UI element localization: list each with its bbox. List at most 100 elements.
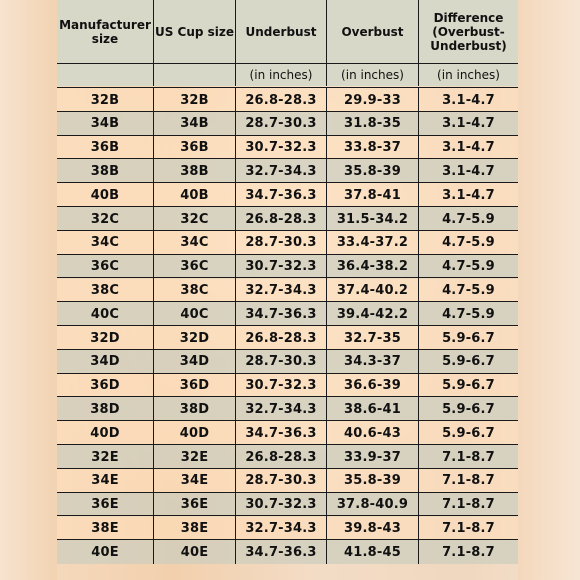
cell-manufacturer: 40C (57, 302, 154, 327)
cell-us-cup: 36E (154, 492, 236, 517)
cell-difference: 7.1-8.7 (442, 473, 495, 489)
cell-underbust: 32.7-34.3 (236, 159, 327, 184)
cell-overbust: 40.6-43 (327, 421, 419, 446)
cell-us-cup: 36D (154, 373, 236, 398)
cell-difference: 4.7-5.9 (442, 211, 495, 227)
cell-underbust: 34.7-36.3 (236, 302, 327, 327)
cell-manufacturer: 32E (57, 445, 154, 469)
cell-difference: 5.9-6.7 (442, 354, 495, 370)
cell-us-cup: 38E (154, 516, 236, 541)
cell-difference: 3.1-4.7 (442, 163, 495, 179)
cell-us-cup: 34D (154, 349, 236, 374)
cell-us-cup: 38D (154, 397, 236, 422)
cell-us-cup: 38B (154, 159, 236, 184)
cell-manufacturer: 38E (57, 516, 154, 541)
cell-overbust: 31.8-35 (327, 111, 419, 136)
cell-us-cup: 34C (154, 230, 236, 255)
units-row: (in inches) (in inches) (in inches) (57, 63, 518, 86)
cell-manufacturer: 32C (57, 207, 154, 231)
table-row: 32B 32B 26.8-28.3 29.9-33 3.1-4.7 (57, 87, 518, 112)
cell-manufacturer: 36D (57, 373, 154, 398)
cell-overbust: 35.8-39 (327, 159, 419, 184)
cell-underbust: 26.8-28.3 (236, 207, 327, 231)
table-row: 36B 36B 30.7-32.3 33.8-37 3.1-4.7 (57, 134, 518, 160)
table-row: 32D 32D 26.8-28.3 32.7-35 5.9-6.7 (57, 325, 518, 350)
cell-manufacturer: 38D (57, 397, 154, 422)
cell-us-cup: 32E (154, 445, 236, 469)
table-row: 40B 40B 34.7-36.3 37.8-41 3.1-4.7 (57, 182, 518, 208)
table-row: 40C 40C 34.7-36.3 39.4-42.2 4.7-5.9 (57, 301, 518, 327)
header-manufacturer-size: Manufacturer size (57, 0, 154, 63)
cell-manufacturer: 38B (57, 159, 154, 184)
cell-difference: 7.1-8.7 (442, 544, 495, 560)
table-row: 34C 34C 28.7-30.3 33.4-37.2 4.7-5.9 (57, 229, 518, 255)
cell-manufacturer: 40B (57, 183, 154, 208)
cell-underbust: 32.7-34.3 (236, 278, 327, 303)
cell-manufacturer: 38C (57, 278, 154, 303)
cell-difference: 5.9-6.7 (442, 425, 495, 441)
cell-difference: 4.7-5.9 (442, 235, 495, 251)
cell-us-cup: 36C (154, 254, 236, 279)
cell-difference: 4.7-5.9 (442, 282, 495, 298)
cell-overbust: 33.9-37 (327, 445, 419, 469)
size-chart-table: Manufacturer size US Cup size Underbust … (57, 0, 518, 580)
header-us-cup-size: US Cup size (154, 0, 236, 63)
cell-overbust: 37.8-41 (327, 183, 419, 208)
table-row: 38D 38D 32.7-34.3 38.6-41 5.9-6.7 (57, 396, 518, 422)
cell-difference: 4.7-5.9 (442, 306, 495, 322)
table-row: 34D 34D 28.7-30.3 34.3-37 5.9-6.7 (57, 348, 518, 374)
header-overbust: Overbust (327, 0, 419, 63)
cell-underbust: 34.7-36.3 (236, 540, 327, 565)
table-row: 40D 40D 34.7-36.3 40.6-43 5.9-6.7 (57, 420, 518, 446)
cell-overbust: 29.9-33 (327, 88, 419, 112)
cell-difference: 3.1-4.7 (442, 116, 495, 132)
table-row: 36D 36D 30.7-32.3 36.6-39 5.9-6.7 (57, 372, 518, 398)
table-row: 38B 38B 32.7-34.3 35.8-39 3.1-4.7 (57, 158, 518, 184)
unit-us-cup-size (154, 63, 236, 86)
right-margin (518, 0, 580, 580)
cell-manufacturer: 36B (57, 135, 154, 160)
table-row: 36C 36C 30.7-32.3 36.4-38.2 4.7-5.9 (57, 253, 518, 279)
cell-manufacturer: 36C (57, 254, 154, 279)
table-row: 36E 36E 30.7-32.3 37.8-40.9 7.1-8.7 (57, 491, 518, 517)
cell-underbust: 32.7-34.3 (236, 397, 327, 422)
cell-overbust: 32.7-35 (327, 326, 419, 350)
cell-underbust: 30.7-32.3 (236, 254, 327, 279)
cell-overbust: 36.4-38.2 (327, 254, 419, 279)
cell-difference: 3.1-4.7 (442, 140, 495, 156)
cell-manufacturer: 34B (57, 111, 154, 136)
cell-manufacturer: 40D (57, 421, 154, 446)
table-row: 40E 40E 34.7-36.3 41.8-45 7.1-8.7 (57, 539, 518, 565)
table-row: 34B 34B 28.7-30.3 31.8-35 3.1-4.7 (57, 110, 518, 136)
cell-us-cup: 40C (154, 302, 236, 327)
cell-underbust: 26.8-28.3 (236, 88, 327, 112)
cell-overbust: 35.8-39 (327, 468, 419, 493)
cell-underbust: 26.8-28.3 (236, 445, 327, 469)
cell-overbust: 37.4-40.2 (327, 278, 419, 303)
unit-manufacturer-size (57, 63, 154, 86)
cell-underbust: 30.7-32.3 (236, 135, 327, 160)
cell-overbust: 33.4-37.2 (327, 230, 419, 255)
cell-us-cup: 32D (154, 326, 236, 350)
cell-us-cup: 32B (154, 88, 236, 112)
header-row: Manufacturer size US Cup size Underbust … (57, 0, 518, 63)
cell-us-cup: 34B (154, 111, 236, 136)
cell-difference: 7.1-8.7 (442, 449, 495, 465)
cell-overbust: 36.6-39 (327, 373, 419, 398)
cell-difference: 7.1-8.7 (442, 497, 495, 513)
cell-overbust: 33.8-37 (327, 135, 419, 160)
cell-us-cup: 34E (154, 468, 236, 493)
cell-us-cup: 40D (154, 421, 236, 446)
table-row: 38C 38C 32.7-34.3 37.4-40.2 4.7-5.9 (57, 277, 518, 303)
header-underbust: Underbust (236, 0, 327, 63)
cell-manufacturer: 32B (57, 88, 154, 112)
cell-manufacturer: 34C (57, 230, 154, 255)
table-row: 38E 38E 32.7-34.3 39.8-43 7.1-8.7 (57, 515, 518, 541)
cell-overbust: 38.6-41 (327, 397, 419, 422)
cell-us-cup: 36B (154, 135, 236, 160)
header-difference: Difference (Overbust-Underbust) (430, 10, 507, 53)
cell-underbust: 30.7-32.3 (236, 492, 327, 517)
cell-overbust: 39.8-43 (327, 516, 419, 541)
cell-underbust: 28.7-30.3 (236, 349, 327, 374)
cell-us-cup: 38C (154, 278, 236, 303)
